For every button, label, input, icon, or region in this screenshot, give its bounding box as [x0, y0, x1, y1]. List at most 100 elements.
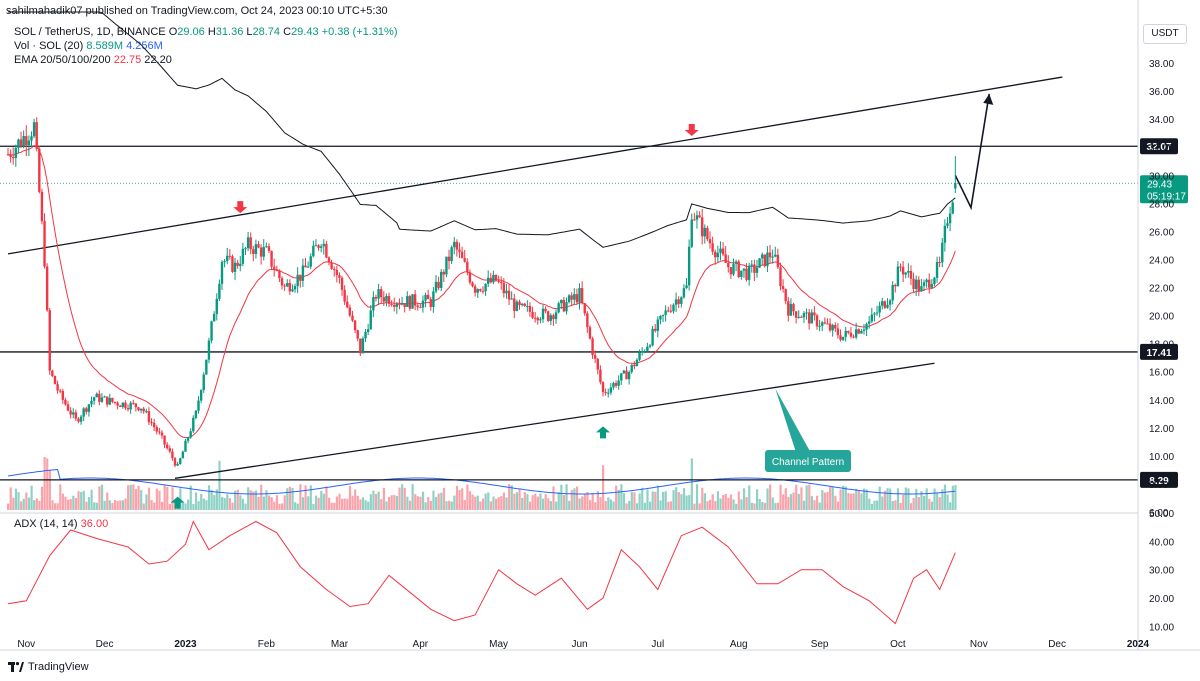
candle-body [917, 279, 920, 292]
candle-body [907, 271, 910, 273]
ema-legend: EMA 20/50/100/200 22.75 22.20 [14, 54, 172, 67]
symbol-name[interactable]: SOL / TetherUS, 1D, BINANCE [14, 26, 166, 38]
candle-body [763, 254, 767, 267]
candle-body [575, 294, 579, 303]
candle-body [168, 448, 172, 452]
candle-body [881, 301, 884, 306]
volume-bar [252, 491, 255, 510]
volume-bar [215, 489, 218, 510]
volume-bar [774, 503, 777, 510]
adx-label[interactable]: ADX (14, 14) [14, 518, 78, 530]
axes: 38.00 36.00 34.00 32.00 30.00 28.00 26.00 24.00… [0, 0, 1200, 651]
adx-legend: ADX (14, 14) 36.00 [14, 518, 108, 531]
candle-body [301, 265, 305, 281]
volume-bar [335, 496, 339, 510]
volume-bar [539, 493, 542, 510]
candle-body [484, 283, 487, 292]
candle-body [878, 305, 881, 313]
candle-body [680, 297, 683, 304]
down-arrow-icon [233, 201, 248, 214]
candle-body [888, 300, 892, 305]
volume-bar [789, 494, 793, 510]
candle-body [124, 402, 127, 409]
candle-body [132, 402, 135, 404]
volume-bar [609, 499, 613, 510]
candle-body [894, 285, 897, 287]
volume-bar [140, 490, 143, 510]
volume-bar [163, 484, 166, 510]
candle-body [309, 256, 312, 267]
x-tick-label: Jul [651, 639, 664, 650]
candle-body [609, 387, 613, 393]
volume-bar [701, 487, 704, 510]
ema-label[interactable]: EMA 20/50/100/200 [14, 54, 111, 66]
candle-body [259, 247, 263, 257]
candle-body [416, 305, 419, 308]
volume-bar [769, 484, 772, 510]
candle-body [690, 219, 693, 247]
tradingview-logo[interactable]: TradingView [8, 661, 89, 673]
volume-bar [829, 486, 832, 510]
candle-body [432, 291, 435, 308]
candle-body [215, 298, 218, 314]
candle-body [212, 313, 216, 322]
volume-bar [408, 500, 412, 510]
x-tick-label: Aug [730, 639, 748, 650]
candle-body [72, 412, 75, 415]
candle-body [614, 383, 618, 386]
volume-bar [899, 503, 902, 510]
candle-body [100, 397, 104, 402]
candle-body [473, 286, 477, 293]
candle-body [58, 390, 62, 392]
volume-bar [703, 493, 706, 510]
volume-bar [646, 489, 649, 510]
volume-bar [12, 497, 15, 510]
volume-bar [103, 500, 106, 510]
callout-label: Channel Pattern [772, 457, 844, 468]
candle-body [155, 427, 158, 432]
volume-bar [685, 495, 688, 510]
volume-bar [35, 498, 38, 510]
volume-bar [254, 490, 258, 510]
currency-button[interactable]: USDT [1143, 24, 1187, 44]
volume-bar [706, 501, 709, 510]
candle-body [22, 136, 25, 147]
candle-body [48, 310, 51, 371]
volume-bar [257, 496, 260, 510]
volume-bar [784, 488, 787, 510]
volume-bar [526, 494, 529, 510]
candle-body [586, 313, 589, 328]
candle-body [549, 315, 553, 321]
candle-body [30, 136, 33, 141]
volume-bar [870, 503, 874, 510]
candle-body [9, 154, 12, 158]
volume-bar [813, 500, 816, 510]
volume-bar [87, 497, 91, 510]
volume-bar [583, 493, 586, 510]
volume-bar [189, 485, 192, 510]
candle-body [312, 245, 315, 257]
candle-body [377, 289, 380, 299]
candle-body [901, 266, 905, 275]
volume-bar [581, 496, 584, 510]
volume-label[interactable]: Vol · SOL (20) [14, 40, 84, 52]
candle-body [633, 364, 636, 367]
candle-body [199, 390, 203, 401]
countdown-label: 05:19:17 [1147, 191, 1186, 202]
volume-bar [826, 491, 829, 510]
volume-bar [48, 469, 51, 510]
candle-body [327, 257, 331, 263]
candle-body [674, 299, 678, 305]
candle-body [698, 215, 701, 218]
candle-body [476, 289, 479, 293]
candle-body [648, 345, 652, 347]
candle-body [434, 281, 438, 292]
candle-body [661, 314, 665, 317]
volume-bar [113, 499, 117, 510]
volume-bar [787, 496, 790, 510]
candle-body [951, 202, 954, 214]
candle-body [220, 262, 224, 284]
volume-bar [876, 500, 879, 510]
